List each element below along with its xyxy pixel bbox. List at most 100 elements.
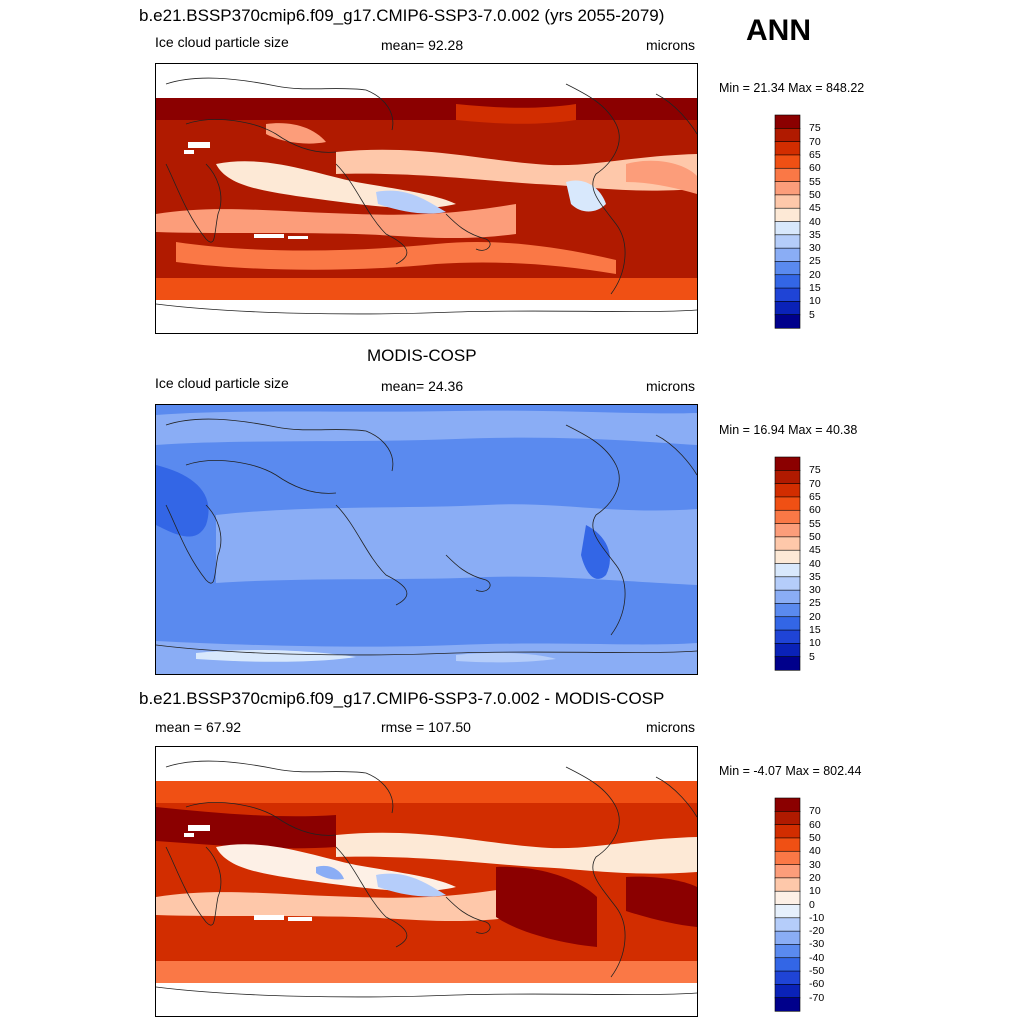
colorbar-tick-label: 25 — [809, 597, 821, 610]
panel1-title: b.e21.BSSP370cmip6.f09_g17.CMIP6-SSP3-7.… — [139, 6, 665, 25]
panel2-minmax: Min = 16.94 Max = 40.38 — [719, 423, 858, 437]
colorbar-box — [774, 629, 801, 644]
colorbar-tick-label: -10 — [809, 911, 825, 924]
colorbar-box — [774, 141, 801, 156]
colorbar-tick-label: 65 — [809, 148, 821, 161]
colorbar-box — [774, 523, 801, 538]
colorbar-box — [774, 287, 801, 302]
panel3-minmax: Min = -4.07 Max = 802.44 — [719, 764, 862, 778]
colorbar-tick-label: 10 — [809, 885, 821, 898]
colorbar-tick-label: 60 — [809, 818, 821, 831]
colorbar-tick-label: 30 — [809, 858, 821, 871]
colorbar-box — [774, 944, 801, 959]
colorbar-tick-label: -60 — [809, 978, 825, 991]
colorbar-box — [774, 589, 801, 605]
panel3-mean-label: mean = 67.92 — [155, 719, 242, 735]
colorbar-tick-label: 25 — [809, 255, 821, 268]
colorbar-tick-label: 40 — [809, 557, 821, 570]
panel3-units-label: microns — [646, 719, 696, 735]
colorbar-box — [774, 496, 801, 511]
colorbar-box — [774, 850, 801, 866]
colorbar-tick-label: 30 — [809, 584, 821, 597]
colorbar-box — [774, 549, 801, 565]
colorbar-box — [774, 301, 801, 316]
colorbar-tick-label: 20 — [809, 268, 821, 281]
colorbar-box — [774, 261, 801, 276]
colorbar-box — [774, 890, 801, 906]
colorbar-tick-label: 70 — [809, 805, 821, 818]
panel2-field — [156, 405, 697, 674]
colorbar-box — [774, 194, 801, 209]
colorbar-tick-label: 10 — [809, 637, 821, 650]
colorbar-tick-label: 10 — [809, 295, 821, 308]
colorbar-tick-label: 15 — [809, 282, 821, 295]
panel2-mean-label: mean= 24.36 — [381, 378, 464, 394]
panel2-coastlines — [156, 418, 697, 656]
colorbar-tick-label: 5 — [809, 308, 815, 321]
colorbar-box — [774, 274, 801, 289]
colorbar-box — [774, 207, 801, 223]
colorbar-tick-label: 50 — [809, 530, 821, 543]
colorbar-tick-label: 60 — [809, 504, 821, 517]
panel1-variable-label: Ice cloud particle size — [155, 34, 289, 50]
colorbar-tick-label: 40 — [809, 845, 821, 858]
colorbar-box — [774, 811, 801, 826]
colorbar-tick-label: 35 — [809, 228, 821, 241]
colorbar-box — [774, 470, 801, 485]
colorbar-tick-label: 55 — [809, 517, 821, 530]
colorbar-tick-label: 50 — [809, 188, 821, 201]
colorbar-box — [774, 167, 801, 183]
colorbar-box — [774, 221, 801, 236]
colorbar-box — [774, 509, 801, 525]
colorbar-box — [774, 536, 801, 551]
colorbar-tick-label: 75 — [809, 464, 821, 477]
colorbar-box — [774, 824, 801, 839]
colorbar-box — [774, 456, 801, 471]
panel3-map — [155, 746, 698, 1017]
colorbar-tick-label: 60 — [809, 162, 821, 175]
colorbar-box — [774, 181, 801, 196]
colorbar-box — [774, 563, 801, 578]
panel1-units-label: microns — [646, 37, 696, 53]
colorbar-box — [774, 576, 801, 591]
panel1-minmax: Min = 21.34 Max = 848.22 — [719, 81, 865, 95]
panel2-units-label: microns — [646, 378, 696, 394]
colorbar-box — [774, 483, 801, 498]
colorbar-tick-label: 40 — [809, 215, 821, 228]
colorbar-tick-label: 0 — [809, 898, 815, 911]
season-label: ANN — [746, 14, 811, 47]
panel1-colorbar — [774, 114, 801, 329]
colorbar-box — [774, 643, 801, 658]
colorbar-tick-label: 70 — [809, 477, 821, 490]
colorbar-tick-label: -70 — [809, 991, 825, 1004]
colorbar-box — [774, 970, 801, 985]
colorbar-box — [774, 114, 801, 129]
colorbar-tick-label: -30 — [809, 938, 825, 951]
colorbar-box — [774, 984, 801, 999]
panel1-mean-label: mean= 92.28 — [381, 37, 464, 53]
colorbar-tick-label: 45 — [809, 202, 821, 215]
colorbar-box — [774, 314, 801, 329]
colorbar-box — [774, 837, 801, 852]
panel2-title: MODIS-COSP — [367, 346, 477, 365]
panel1-map — [155, 63, 698, 334]
colorbar-tick-label: 70 — [809, 135, 821, 148]
colorbar-tick-label: 45 — [809, 544, 821, 557]
panel3-title: b.e21.BSSP370cmip6.f09_g17.CMIP6-SSP3-7.… — [139, 689, 665, 708]
colorbar-box — [774, 957, 801, 972]
colorbar-tick-label: 50 — [809, 831, 821, 844]
panel2-map — [155, 404, 698, 675]
colorbar-tick-label: -40 — [809, 951, 825, 964]
colorbar-tick-label: 65 — [809, 490, 821, 503]
colorbar-box — [774, 877, 801, 892]
colorbar-box — [774, 930, 801, 946]
colorbar-box — [774, 864, 801, 879]
panel3-field — [156, 781, 697, 983]
colorbar-box — [774, 917, 801, 932]
colorbar-box — [774, 656, 801, 671]
panel2-variable-label: Ice cloud particle size — [155, 375, 289, 391]
colorbar-tick-label: -50 — [809, 965, 825, 978]
colorbar-box — [774, 904, 801, 919]
colorbar-box — [774, 616, 801, 631]
panel1-field — [156, 98, 697, 300]
